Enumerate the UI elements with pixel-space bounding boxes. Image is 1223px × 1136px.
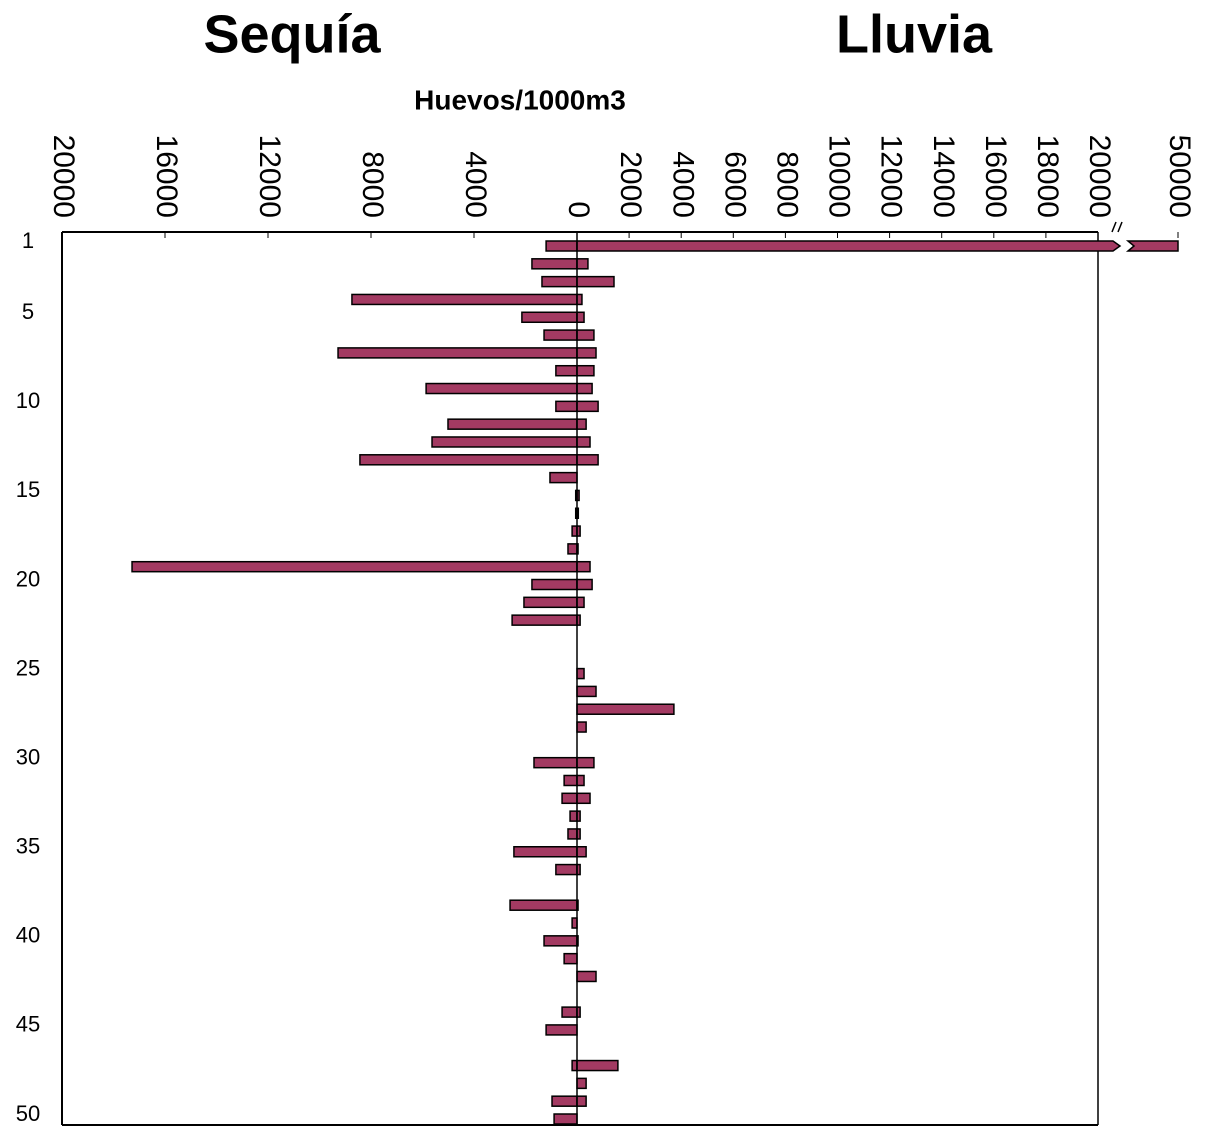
x-tick-label: 6000 bbox=[718, 151, 751, 218]
bar bbox=[511, 614, 578, 626]
axis-break bbox=[1117, 221, 1123, 233]
bar bbox=[569, 810, 578, 822]
bar bbox=[576, 970, 597, 983]
x-tick-label: 16000 bbox=[979, 135, 1012, 218]
bar bbox=[576, 311, 585, 324]
x-tick-label: 4000 bbox=[459, 151, 492, 218]
x-tick-label: 12000 bbox=[875, 135, 908, 218]
bar bbox=[337, 347, 578, 359]
bar bbox=[509, 899, 578, 911]
bar bbox=[523, 596, 578, 609]
bar bbox=[576, 418, 587, 430]
bar bbox=[543, 935, 578, 947]
bar bbox=[551, 1095, 578, 1107]
bar bbox=[549, 471, 578, 484]
x-tick-label: 2000 bbox=[614, 151, 647, 218]
axis-title: Huevos/1000m3 bbox=[414, 84, 626, 115]
y-tick-label: 1 bbox=[22, 228, 34, 253]
bar bbox=[567, 828, 578, 840]
bar bbox=[576, 667, 585, 680]
bar bbox=[576, 1077, 587, 1090]
y-tick-label: 15 bbox=[16, 477, 40, 502]
x-tick-label: 20000 bbox=[47, 135, 80, 218]
y-tick-label: 30 bbox=[16, 744, 40, 769]
y-tick-label: 5 bbox=[22, 299, 34, 324]
bar bbox=[561, 792, 578, 805]
bar bbox=[553, 1113, 578, 1125]
bar bbox=[576, 774, 585, 787]
bar bbox=[576, 721, 587, 733]
bar bbox=[555, 364, 578, 377]
y-tick-label: 20 bbox=[16, 566, 40, 591]
bar bbox=[576, 275, 615, 288]
bar bbox=[576, 685, 597, 698]
bar bbox=[425, 382, 578, 395]
bar bbox=[576, 846, 587, 858]
left-title: Sequía bbox=[203, 4, 381, 64]
bar bbox=[576, 454, 599, 466]
bar bbox=[576, 1059, 619, 1072]
bar bbox=[359, 454, 578, 466]
bar bbox=[351, 293, 578, 306]
bar bbox=[513, 846, 578, 858]
bar bbox=[131, 560, 578, 573]
x-tick-label: 12000 bbox=[253, 135, 286, 218]
x-tick-label: 18000 bbox=[1031, 135, 1064, 218]
bar bbox=[555, 400, 578, 413]
y-tick-label: 10 bbox=[16, 388, 40, 413]
bar bbox=[431, 436, 578, 448]
bar bbox=[576, 792, 591, 805]
bar bbox=[576, 703, 675, 715]
bar bbox=[576, 436, 591, 448]
bar bbox=[543, 329, 578, 341]
bar bbox=[576, 1095, 587, 1107]
x-tick-label: 14000 bbox=[927, 135, 960, 218]
y-tick-label: 25 bbox=[16, 655, 40, 680]
bar bbox=[531, 578, 578, 591]
y-tick-label: 50 bbox=[16, 1101, 40, 1126]
x-tick-label: 8000 bbox=[356, 151, 389, 218]
bar bbox=[555, 863, 578, 876]
bar bbox=[545, 1024, 578, 1036]
bar bbox=[567, 543, 578, 555]
bar bbox=[576, 756, 595, 769]
bar bbox=[521, 311, 578, 324]
bar bbox=[576, 578, 593, 591]
bar bbox=[447, 418, 578, 430]
bar bbox=[541, 275, 578, 288]
y-tick-label: 40 bbox=[16, 923, 40, 948]
y-tick-label: 35 bbox=[16, 834, 40, 859]
x-tick-label: 20000 bbox=[1083, 135, 1116, 218]
x-tick-label: 8000 bbox=[770, 151, 803, 218]
x-tick-label: 16000 bbox=[150, 135, 183, 218]
bar bbox=[576, 258, 589, 270]
bar bbox=[576, 560, 591, 573]
bar bbox=[545, 240, 578, 252]
x-tick-label: 50000 bbox=[1163, 135, 1196, 218]
bar bbox=[576, 347, 597, 359]
bar bbox=[563, 952, 578, 965]
right-title: Lluvia bbox=[836, 4, 993, 64]
x-tick-label: 4000 bbox=[666, 151, 699, 218]
bar bbox=[576, 400, 599, 413]
bar bbox=[533, 756, 578, 769]
y-tick-label: 45 bbox=[16, 1012, 40, 1037]
bar bbox=[576, 329, 595, 341]
bar bbox=[563, 774, 578, 787]
bar bbox=[576, 596, 585, 609]
bar bbox=[576, 364, 595, 377]
axis-break bbox=[1111, 221, 1117, 233]
bar bbox=[576, 382, 593, 395]
bar bbox=[561, 1006, 578, 1018]
bar bbox=[576, 240, 1179, 252]
x-tick-label: 0 bbox=[562, 201, 595, 218]
x-tick-label: 10000 bbox=[823, 135, 856, 218]
bar bbox=[531, 258, 578, 270]
